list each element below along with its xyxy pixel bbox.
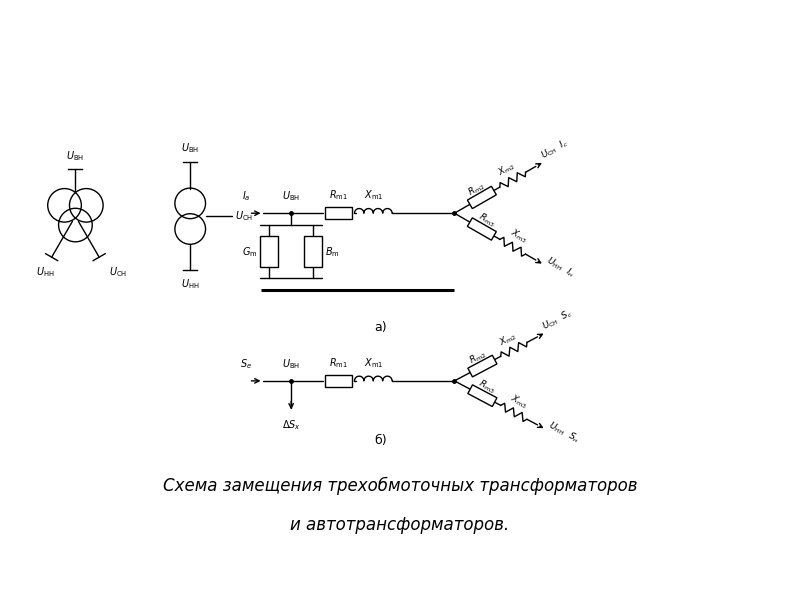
Text: $X_{\rm m1}$: $X_{\rm m1}$ xyxy=(364,188,383,202)
Text: $R_{\rm m3}$: $R_{\rm m3}$ xyxy=(476,211,498,230)
Polygon shape xyxy=(468,355,497,377)
Text: $U_{\rm СН}$  $S_c$: $U_{\rm СН}$ $S_c$ xyxy=(541,306,575,332)
Polygon shape xyxy=(467,218,496,240)
Text: $X_{\rm m2}$: $X_{\rm m2}$ xyxy=(496,160,518,179)
Bar xyxy=(325,375,353,387)
Text: а): а) xyxy=(374,321,386,334)
Text: $U_{\rm СН}$: $U_{\rm СН}$ xyxy=(234,209,253,223)
Text: $R_{\rm m1}$: $R_{\rm m1}$ xyxy=(329,188,348,202)
Polygon shape xyxy=(468,385,497,407)
Bar xyxy=(261,236,278,268)
Text: $U_{\rm НН}$  $S_н$: $U_{\rm НН}$ $S_н$ xyxy=(546,419,582,446)
Text: $G_{\rm m}$: $G_{\rm m}$ xyxy=(242,245,258,259)
Text: $U_{\rm НН}$  $I_н$: $U_{\rm НН}$ $I_н$ xyxy=(544,254,577,281)
Text: $X_{\rm m3}$: $X_{\rm m3}$ xyxy=(509,392,530,412)
Text: $I_a$: $I_a$ xyxy=(242,190,251,203)
Text: $U_{\rm ВН}$: $U_{\rm ВН}$ xyxy=(181,141,199,155)
Text: $U_{\rm ВН}$: $U_{\rm ВН}$ xyxy=(282,190,300,203)
Text: и автотрансформаторов.: и автотрансформаторов. xyxy=(290,516,510,534)
Text: $\Delta S_x$: $\Delta S_x$ xyxy=(282,418,301,432)
Text: $X_{\rm m3}$: $X_{\rm m3}$ xyxy=(508,227,530,247)
Text: $B_{\rm m}$: $B_{\rm m}$ xyxy=(325,245,339,259)
Text: $X_{\rm m1}$: $X_{\rm m1}$ xyxy=(364,356,383,370)
Text: $R_{\rm m2}$: $R_{\rm m2}$ xyxy=(467,347,489,367)
Text: $R_{\rm m2}$: $R_{\rm m2}$ xyxy=(466,179,488,199)
Text: Схема замещения трехобмоточных трансформаторов: Схема замещения трехобмоточных трансформ… xyxy=(162,476,638,494)
Text: $X_{\rm m2}$: $X_{\rm m2}$ xyxy=(498,329,519,349)
Bar xyxy=(304,236,322,268)
Text: $R_{\rm m3}$: $R_{\rm m3}$ xyxy=(476,377,498,397)
Bar xyxy=(325,208,353,219)
Text: $U_{\rm НН}$: $U_{\rm НН}$ xyxy=(37,265,55,279)
Text: $U_{\rm СН}$: $U_{\rm СН}$ xyxy=(109,265,127,279)
Text: $R_{\rm m1}$: $R_{\rm m1}$ xyxy=(329,356,348,370)
Polygon shape xyxy=(467,186,496,209)
Text: $U_{\rm ВН}$: $U_{\rm ВН}$ xyxy=(282,357,300,371)
Text: $S_e$: $S_e$ xyxy=(240,357,252,371)
Text: б): б) xyxy=(374,434,386,446)
Text: $U_{\rm ВН}$: $U_{\rm ВН}$ xyxy=(66,149,85,163)
Text: $U_{\rm СН}$  $I_c$: $U_{\rm СН}$ $I_c$ xyxy=(538,136,570,162)
Text: $U_{\rm НН}$: $U_{\rm НН}$ xyxy=(181,277,199,291)
